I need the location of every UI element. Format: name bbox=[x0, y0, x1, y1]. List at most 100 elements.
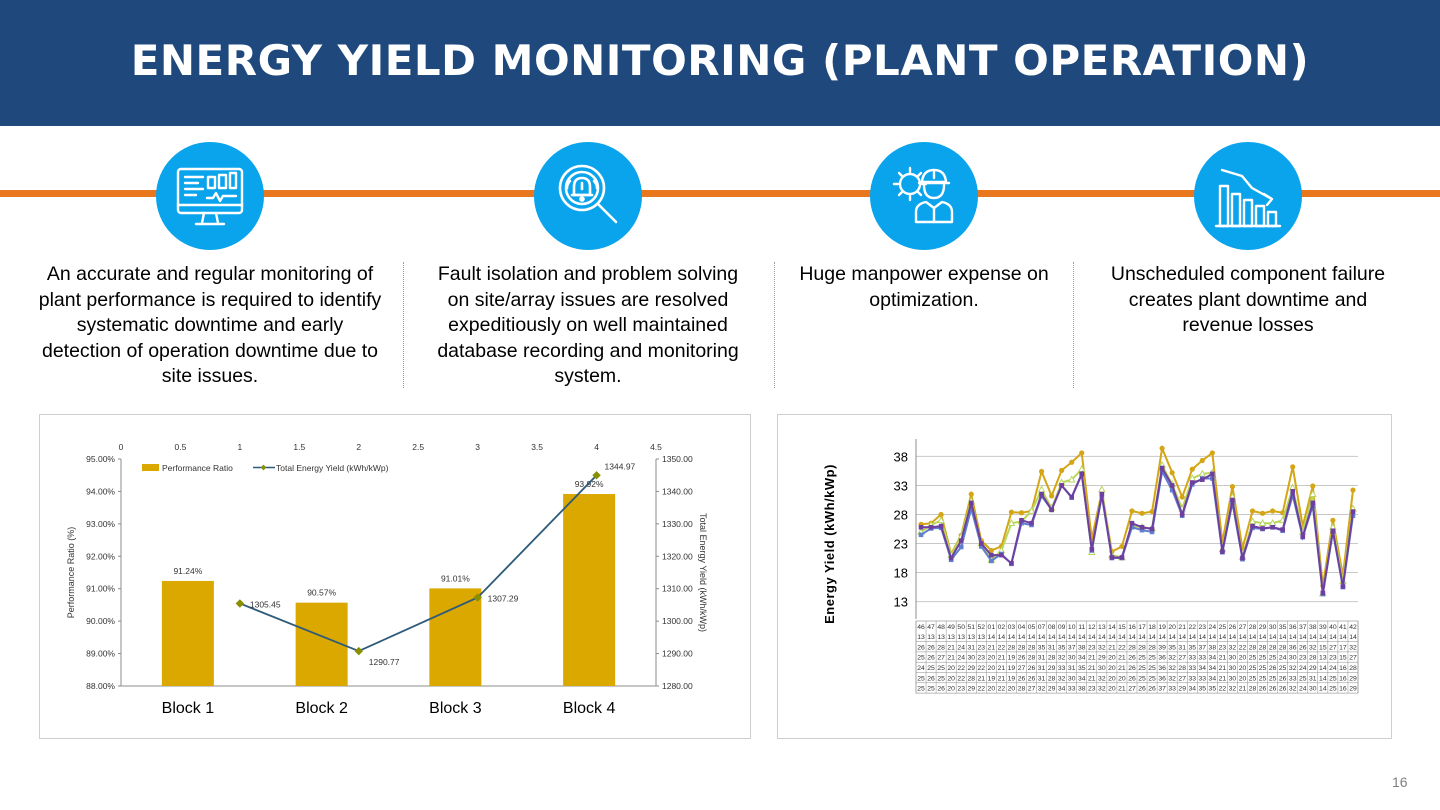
table-cell: 29 bbox=[1178, 686, 1186, 693]
table-cell: 27 bbox=[1178, 655, 1186, 662]
series-marker bbox=[1097, 485, 1106, 493]
week-label: 23 bbox=[1199, 624, 1207, 631]
table-cell: 21 bbox=[947, 655, 955, 662]
year-label: 14 bbox=[1108, 634, 1116, 641]
table-cell: 25 bbox=[1269, 675, 1277, 682]
x2-tick-label: 0 bbox=[119, 442, 124, 452]
table-cell: 33 bbox=[1168, 686, 1176, 693]
week-label: 09 bbox=[1058, 624, 1066, 631]
table-cell: 34 bbox=[1058, 686, 1066, 693]
table-cell: 25 bbox=[1249, 675, 1257, 682]
week-label: 13 bbox=[1098, 624, 1106, 631]
performance-ratio-bar bbox=[429, 588, 482, 686]
table-cell: 22 bbox=[1239, 644, 1247, 651]
table-cell: 28 bbox=[1309, 655, 1317, 662]
table-cell: 35 bbox=[1209, 686, 1217, 693]
year-label: 13 bbox=[967, 634, 975, 641]
column-divider bbox=[1073, 262, 1074, 388]
table-cell: 26 bbox=[1259, 686, 1267, 693]
table-cell: 32 bbox=[1168, 665, 1176, 672]
table-cell: 28 bbox=[1259, 644, 1267, 651]
series-marker bbox=[958, 538, 964, 543]
series-marker bbox=[1067, 475, 1076, 483]
table-cell: 21 bbox=[1219, 675, 1227, 682]
table-cell: 21 bbox=[1088, 655, 1096, 662]
table-cell: 37 bbox=[1199, 644, 1207, 651]
performance-ratio-chart: 88.00% 89.00% 90.00% 91.00% 92.00% 93.00% 94.0… bbox=[66, 442, 708, 717]
table-cell: 20 bbox=[1118, 675, 1126, 682]
year-label: 14 bbox=[1008, 634, 1016, 641]
table-cell: 21 bbox=[998, 675, 1006, 682]
table-cell: 20 bbox=[1108, 686, 1116, 693]
y-tick-label: 13 bbox=[894, 595, 908, 610]
series-marker bbox=[1089, 547, 1095, 552]
table-cell: 23 bbox=[978, 644, 986, 651]
series-marker bbox=[1330, 517, 1336, 523]
week-label: 28 bbox=[1249, 624, 1257, 631]
y-tick-label: 95.00% bbox=[86, 454, 115, 464]
table-cell: 32 bbox=[1098, 644, 1106, 651]
week-label: 02 bbox=[998, 624, 1006, 631]
series-marker bbox=[1229, 484, 1236, 490]
table-cell: 25 bbox=[1259, 665, 1267, 672]
table-cell: 36 bbox=[1158, 665, 1166, 672]
series-marker bbox=[1149, 526, 1155, 532]
table-cell: 39 bbox=[1158, 644, 1166, 651]
series-marker bbox=[978, 544, 984, 549]
table-cell: 26 bbox=[1299, 644, 1307, 651]
series-marker bbox=[1129, 520, 1135, 526]
table-cell: 13 bbox=[1319, 655, 1327, 662]
table-cell: 22 bbox=[1118, 644, 1126, 651]
table-cell: 20 bbox=[1239, 675, 1247, 682]
table-cell: 25 bbox=[1249, 665, 1257, 672]
category-label: Block 4 bbox=[563, 700, 616, 717]
table-cell: 32 bbox=[1349, 644, 1357, 651]
week-label: 27 bbox=[1239, 624, 1247, 631]
table-cell: 19 bbox=[1008, 675, 1016, 682]
table-cell: 26 bbox=[937, 686, 945, 693]
table-cell: 21 bbox=[1088, 675, 1096, 682]
table-cell: 25 bbox=[927, 686, 935, 693]
engineer-gear-icon bbox=[870, 142, 978, 250]
year-label: 14 bbox=[988, 634, 996, 641]
table-cell: 31 bbox=[967, 644, 975, 651]
monitor-dashboard-icon bbox=[156, 142, 264, 250]
table-cell: 21 bbox=[1108, 644, 1116, 651]
series-marker bbox=[1189, 466, 1195, 472]
week-label: 40 bbox=[1329, 624, 1337, 631]
series-marker bbox=[1119, 555, 1125, 560]
week-label: 36 bbox=[1289, 624, 1297, 631]
series-marker bbox=[1258, 518, 1267, 526]
table-cell: 14 bbox=[1319, 665, 1327, 672]
table-cell: 29 bbox=[1309, 665, 1317, 672]
bar-value-label: 91.01% bbox=[441, 573, 470, 583]
bar-value-label: 91.24% bbox=[173, 566, 202, 576]
year-label: 14 bbox=[1199, 634, 1207, 641]
table-cell: 35 bbox=[1038, 644, 1046, 651]
y-tick-label: 89.00% bbox=[86, 649, 115, 659]
series-marker bbox=[1270, 508, 1276, 514]
series-marker bbox=[1109, 555, 1115, 560]
category-label: Block 3 bbox=[429, 700, 482, 717]
series-marker bbox=[1039, 491, 1044, 497]
series-marker bbox=[1149, 508, 1155, 515]
table-cell: 28 bbox=[1138, 644, 1146, 651]
table-cell: 25 bbox=[927, 665, 935, 672]
series-marker bbox=[958, 544, 964, 550]
series-marker bbox=[1008, 509, 1015, 515]
table-cell: 25 bbox=[1148, 675, 1156, 682]
table-cell: 28 bbox=[1018, 644, 1026, 651]
legend-swatch-marker bbox=[260, 464, 267, 471]
week-label: 46 bbox=[917, 624, 925, 631]
table-cell: 24 bbox=[1299, 686, 1307, 693]
series-marker bbox=[989, 558, 994, 564]
legend-label: Total Energy Yield (kWh/kWp) bbox=[276, 463, 389, 473]
week-label: 25 bbox=[1219, 624, 1227, 631]
week-label: 26 bbox=[1229, 624, 1237, 631]
table-cell: 23 bbox=[1219, 644, 1227, 651]
table-cell: 25 bbox=[1279, 665, 1287, 672]
table-cell: 28 bbox=[1008, 644, 1016, 651]
y-tick-label: 92.00% bbox=[86, 551, 115, 561]
y-tick-label: 90.00% bbox=[86, 616, 115, 626]
